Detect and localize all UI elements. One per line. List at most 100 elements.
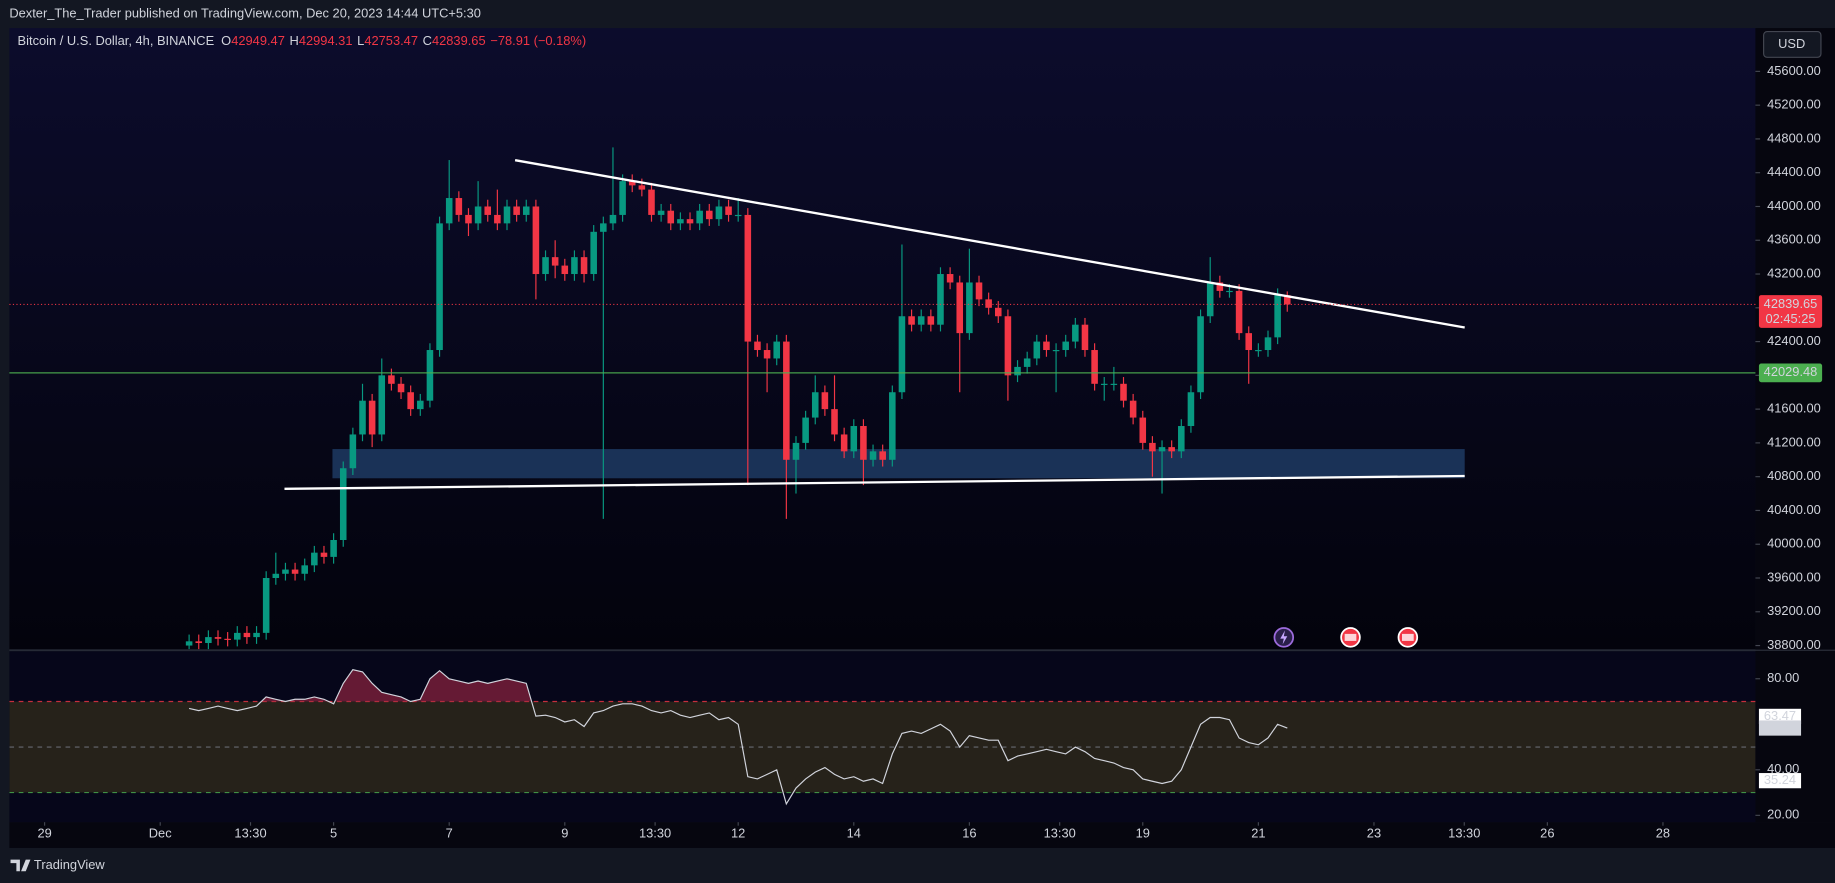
legend-value: 42994.31 [299,33,353,48]
candle-body [349,434,357,469]
candle-body [445,198,453,224]
candle-body [754,341,761,351]
candle-body [628,181,636,186]
candle-body [320,552,328,557]
rsi-line [188,669,1288,806]
candle-body [1235,290,1243,334]
candle-body [378,375,386,435]
candle-body [494,214,501,224]
y-tick-label: 45200.00 [1767,97,1821,112]
y-tick-label: 41200.00 [1767,434,1821,449]
candle-body [1264,337,1272,351]
candle-body [253,632,260,638]
legend-value: 42753.47 [364,33,418,48]
candle-body [744,214,752,342]
x-tick-label: 14 [847,825,861,840]
candle-body [773,341,780,359]
candle-body [214,637,222,639]
candle-body [1052,350,1060,352]
price-label: 42839.65 [1764,296,1818,311]
price-axis [1755,28,1835,823]
candle-body [272,573,280,578]
trendline [514,159,1465,329]
candle-body [860,426,867,460]
overbought-fill [261,669,532,702]
y-tick-label: 39200.00 [1767,603,1821,618]
candle-body [1004,316,1012,376]
x-tick-label: 13:30 [1448,825,1480,840]
x-tick-label: 12 [731,825,745,840]
x-tick-label: Dec [149,825,172,840]
candle-body [330,540,337,557]
zone [332,449,1465,479]
candle-body [908,316,915,325]
candle-body [1129,400,1137,418]
candle-body [359,400,366,435]
symbol-title: Bitcoin / U.S. Dollar, 4h, BINANCE [18,33,215,48]
candle-body [1062,341,1069,351]
candle-body [1139,417,1147,443]
rsi-value-box [1758,720,1802,736]
price-label-box [1758,295,1823,328]
candle-body [600,223,607,232]
currency-button[interactable]: USD [1763,30,1822,58]
candle-body [850,426,858,452]
rsi-value-box [1758,773,1802,789]
currency-box[interactable] [1763,30,1822,58]
y-tick-label: 44800.00 [1767,130,1821,145]
candle-body [185,641,193,646]
candle-body [1274,295,1281,338]
candle-body [1158,447,1166,452]
candle-body [840,434,848,452]
candle-body [407,392,414,410]
currency-label[interactable]: USD [1778,36,1805,51]
candle-body [1283,295,1291,305]
candle-body [1014,366,1021,376]
candle-body [291,569,299,574]
candle-body [898,316,906,393]
brand-logo [10,859,31,872]
candle-body [1072,324,1079,342]
candle-body [1168,447,1175,452]
candle-body [233,632,241,640]
x-tick-label: 5 [330,825,337,840]
rsi-value-label: 35.24 [1764,772,1796,787]
candle-body [465,214,472,224]
candle-body [889,392,896,460]
candle-body [1110,383,1118,385]
candle-body [946,274,954,283]
candle-body [503,206,511,224]
y-tick-label: 41600.00 [1767,401,1821,416]
candle-body [994,307,1002,317]
legend-value: 42949.47 [231,33,285,48]
price-pane [9,28,1756,650]
y-tick-label: 45600.00 [1767,63,1821,78]
candle-body [975,282,983,300]
candle-body [1197,316,1204,393]
x-tick-label: 23 [1367,825,1381,840]
x-tick-label: 26 [1540,825,1554,840]
event-glyph [1401,633,1414,641]
candle-body [985,299,992,308]
legend-change: −78.91 (−0.18%) [490,33,586,48]
y-tick-label: 43600.00 [1767,232,1821,247]
candle-body [426,350,434,401]
candle-body [1187,392,1195,427]
candle-body [417,400,424,410]
candle-body [513,206,520,215]
candle-body [715,206,723,220]
candle-body [677,219,684,224]
legend-text: Bitcoin / U.S. Dollar, 4h, BINANCE O42949… [18,33,587,48]
event-glyph [1344,633,1357,641]
rsi-value-box [1758,708,1802,724]
y-tick-label: 43200.00 [1767,265,1821,280]
candle-body [1081,324,1089,351]
candle-body [1033,341,1041,359]
candle-body [638,185,646,190]
candle-body [706,210,713,220]
rsi-value-label: 63.47 [1764,708,1796,723]
candle-body [802,417,809,443]
candle-body [1100,383,1108,385]
